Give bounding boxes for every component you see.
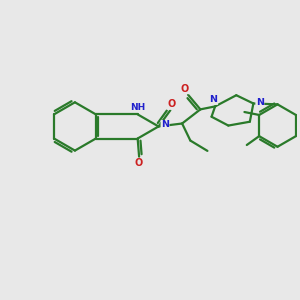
Text: N: N	[161, 121, 169, 130]
Text: NH: NH	[130, 103, 146, 112]
Text: N: N	[210, 95, 218, 104]
Text: O: O	[168, 99, 176, 110]
Text: O: O	[135, 158, 143, 168]
Text: N: N	[256, 98, 264, 106]
Text: O: O	[181, 84, 189, 94]
